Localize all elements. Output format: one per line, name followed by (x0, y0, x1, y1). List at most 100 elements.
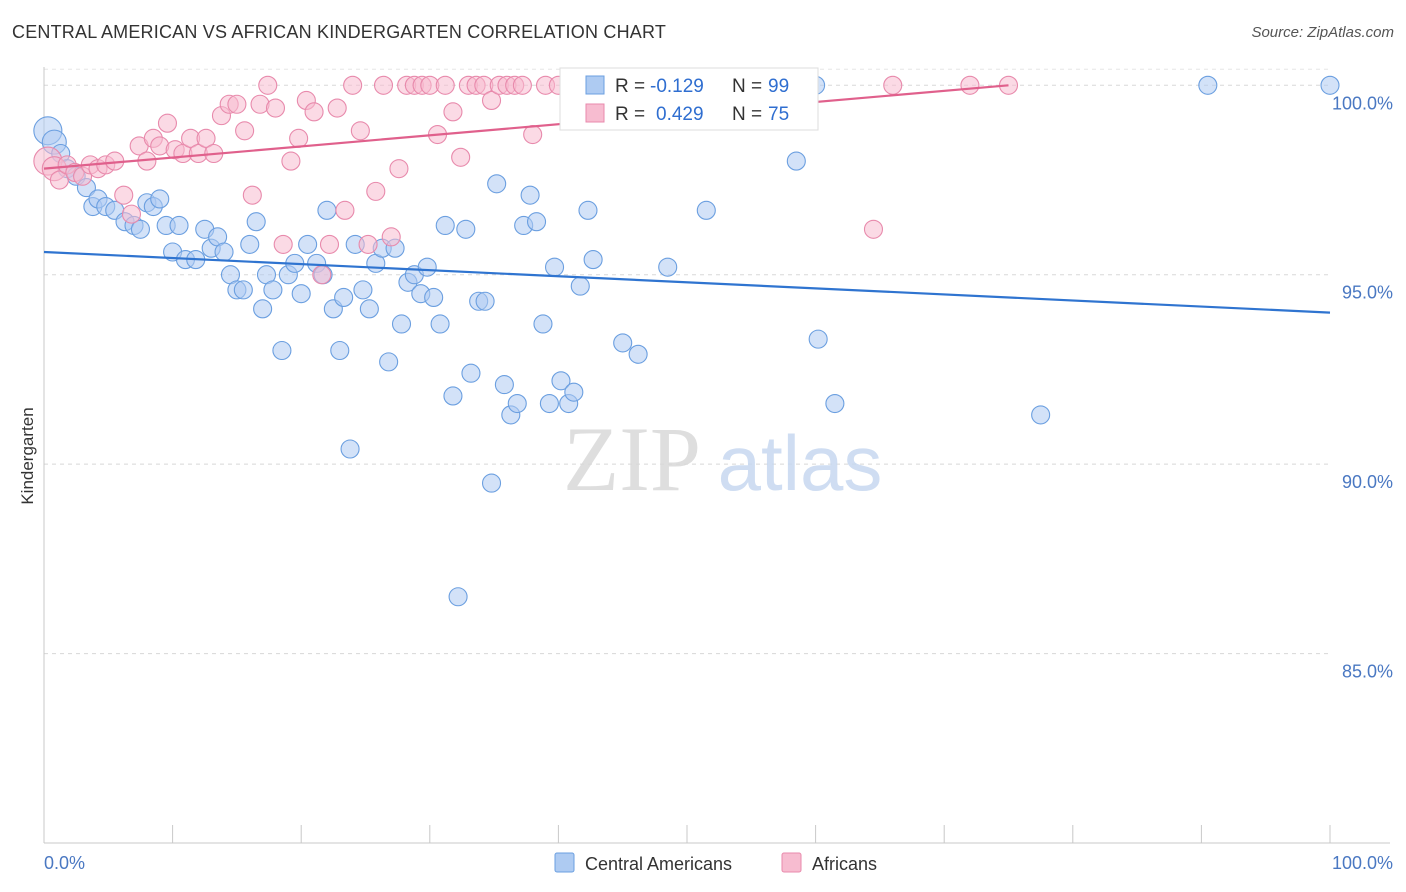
african-point-54 (451, 147, 471, 167)
central-american-point-88 (658, 257, 678, 277)
central-american-point-81 (578, 200, 598, 220)
african-point-31 (273, 234, 293, 254)
series-central-americans (33, 75, 1340, 607)
watermark-zip: ZIP (563, 408, 701, 510)
legend-swatch-blue (585, 75, 605, 95)
central-american-point-61 (448, 587, 468, 607)
central-american-point-67 (487, 174, 507, 194)
african-point-37 (319, 234, 340, 254)
central-american-point-72 (520, 185, 540, 205)
african-point-63 (523, 125, 543, 145)
central-american-point-43 (334, 287, 354, 308)
y-tick-label-95: 95.0% (1342, 283, 1393, 303)
central-american-point-59 (435, 215, 455, 236)
central-american-point-57 (424, 287, 444, 308)
central-american-point-66 (481, 473, 502, 493)
central-american-point-44 (340, 439, 360, 459)
african-point-27 (242, 185, 262, 205)
african-point-39 (335, 200, 355, 220)
central-american-point-95 (1198, 75, 1218, 95)
stats-legend: R = -0.129 N = 99 R = 0.429 N = 75 (559, 67, 819, 131)
african-point-71 (863, 219, 884, 239)
x-tick-labels: 0.0% 100.0% (44, 853, 1393, 873)
central-american-point-74 (533, 314, 553, 334)
central-american-point-77 (551, 371, 571, 391)
central-american-point-85 (613, 333, 633, 353)
african-point-32 (281, 151, 301, 171)
central-american-point-28 (240, 234, 260, 254)
african-point-45 (381, 227, 401, 247)
african-point-16 (157, 113, 178, 133)
african-point-25 (227, 94, 247, 114)
african-point-42 (358, 234, 378, 254)
series-legend-swatch-blue (554, 852, 575, 873)
y-axis-title: Kindergarten (18, 407, 37, 504)
african-point-2 (49, 170, 69, 190)
y-tick-label-90: 90.0% (1342, 472, 1393, 492)
central-american-point-56 (417, 257, 437, 277)
central-american-point-47 (359, 299, 379, 319)
watermark: ZIP atlas (563, 408, 882, 510)
series-legend: Central Americans Africans (554, 852, 877, 874)
chart-title: CENTRAL AMERICAN VS AFRICAN KINDERGARTEN… (12, 22, 667, 42)
trend-line-central-americans (43, 250, 1331, 314)
central-american-point-52 (391, 314, 412, 334)
central-american-point-33 (272, 340, 292, 361)
central-american-point-42 (330, 340, 350, 361)
x-tick-label-max: 100.0% (1332, 853, 1393, 873)
legend-n-label-pink: N = (732, 104, 762, 125)
central-american-point-76 (544, 257, 565, 277)
central-american-point-29 (246, 212, 266, 232)
african-point-21 (196, 128, 216, 148)
legend-r-value-blue: -0.129 (650, 76, 704, 97)
central-american-point-60 (443, 386, 463, 406)
african-point-33 (289, 128, 309, 148)
central-american-point-68 (494, 375, 514, 395)
central-american-point-70 (507, 393, 527, 414)
central-american-point-46 (353, 280, 373, 300)
legend-r-label-blue: R = (615, 76, 645, 97)
african-point-40 (343, 75, 363, 95)
source-attribution: Source: ZipAtlas.com (1251, 24, 1394, 41)
central-american-point-93 (825, 393, 845, 414)
x-tick-label-min: 0.0% (44, 853, 85, 873)
african-point-43 (366, 181, 386, 201)
series-legend-swatch-pink (781, 852, 802, 873)
legend-n-value-pink: 75 (768, 104, 789, 125)
central-american-point-82 (583, 250, 603, 270)
y-tick-label-85: 85.0% (1342, 662, 1393, 682)
african-point-36 (312, 265, 332, 285)
central-american-point-65 (475, 291, 495, 311)
african-point-53 (443, 102, 463, 122)
african-point-72 (883, 75, 903, 95)
african-point-62 (512, 75, 532, 95)
african-point-46 (389, 159, 409, 179)
legend-swatch-pink (585, 103, 605, 123)
legend-n-label-blue: N = (732, 76, 762, 97)
african-point-41 (350, 121, 370, 141)
series-legend-label-pink: Africans (812, 854, 877, 874)
central-american-point-62 (456, 219, 476, 239)
central-american-point-86 (628, 344, 648, 364)
african-point-35 (304, 102, 324, 122)
african-point-10 (114, 185, 134, 205)
gridlines (44, 68, 1330, 655)
african-point-29 (258, 75, 278, 95)
central-american-point-36 (291, 284, 311, 304)
african-point-11 (121, 204, 141, 224)
trend-lines (43, 84, 1331, 314)
african-point-30 (265, 98, 286, 118)
central-american-point-18 (169, 215, 189, 236)
central-american-point-50 (379, 352, 399, 372)
central-american-point-80 (570, 276, 590, 296)
legend-r-value-pink: 0.429 (656, 104, 704, 125)
african-point-38 (327, 98, 347, 118)
central-american-point-92 (808, 329, 828, 349)
african-point-26 (235, 121, 255, 141)
y-tick-labels: 85.0% 90.0% 95.0% 100.0% (1332, 93, 1393, 681)
central-american-point-12 (130, 219, 150, 239)
axes (43, 67, 1390, 844)
central-american-point-89 (696, 200, 716, 220)
central-american-point-32 (263, 280, 283, 300)
watermark-atlas: atlas (718, 419, 883, 507)
